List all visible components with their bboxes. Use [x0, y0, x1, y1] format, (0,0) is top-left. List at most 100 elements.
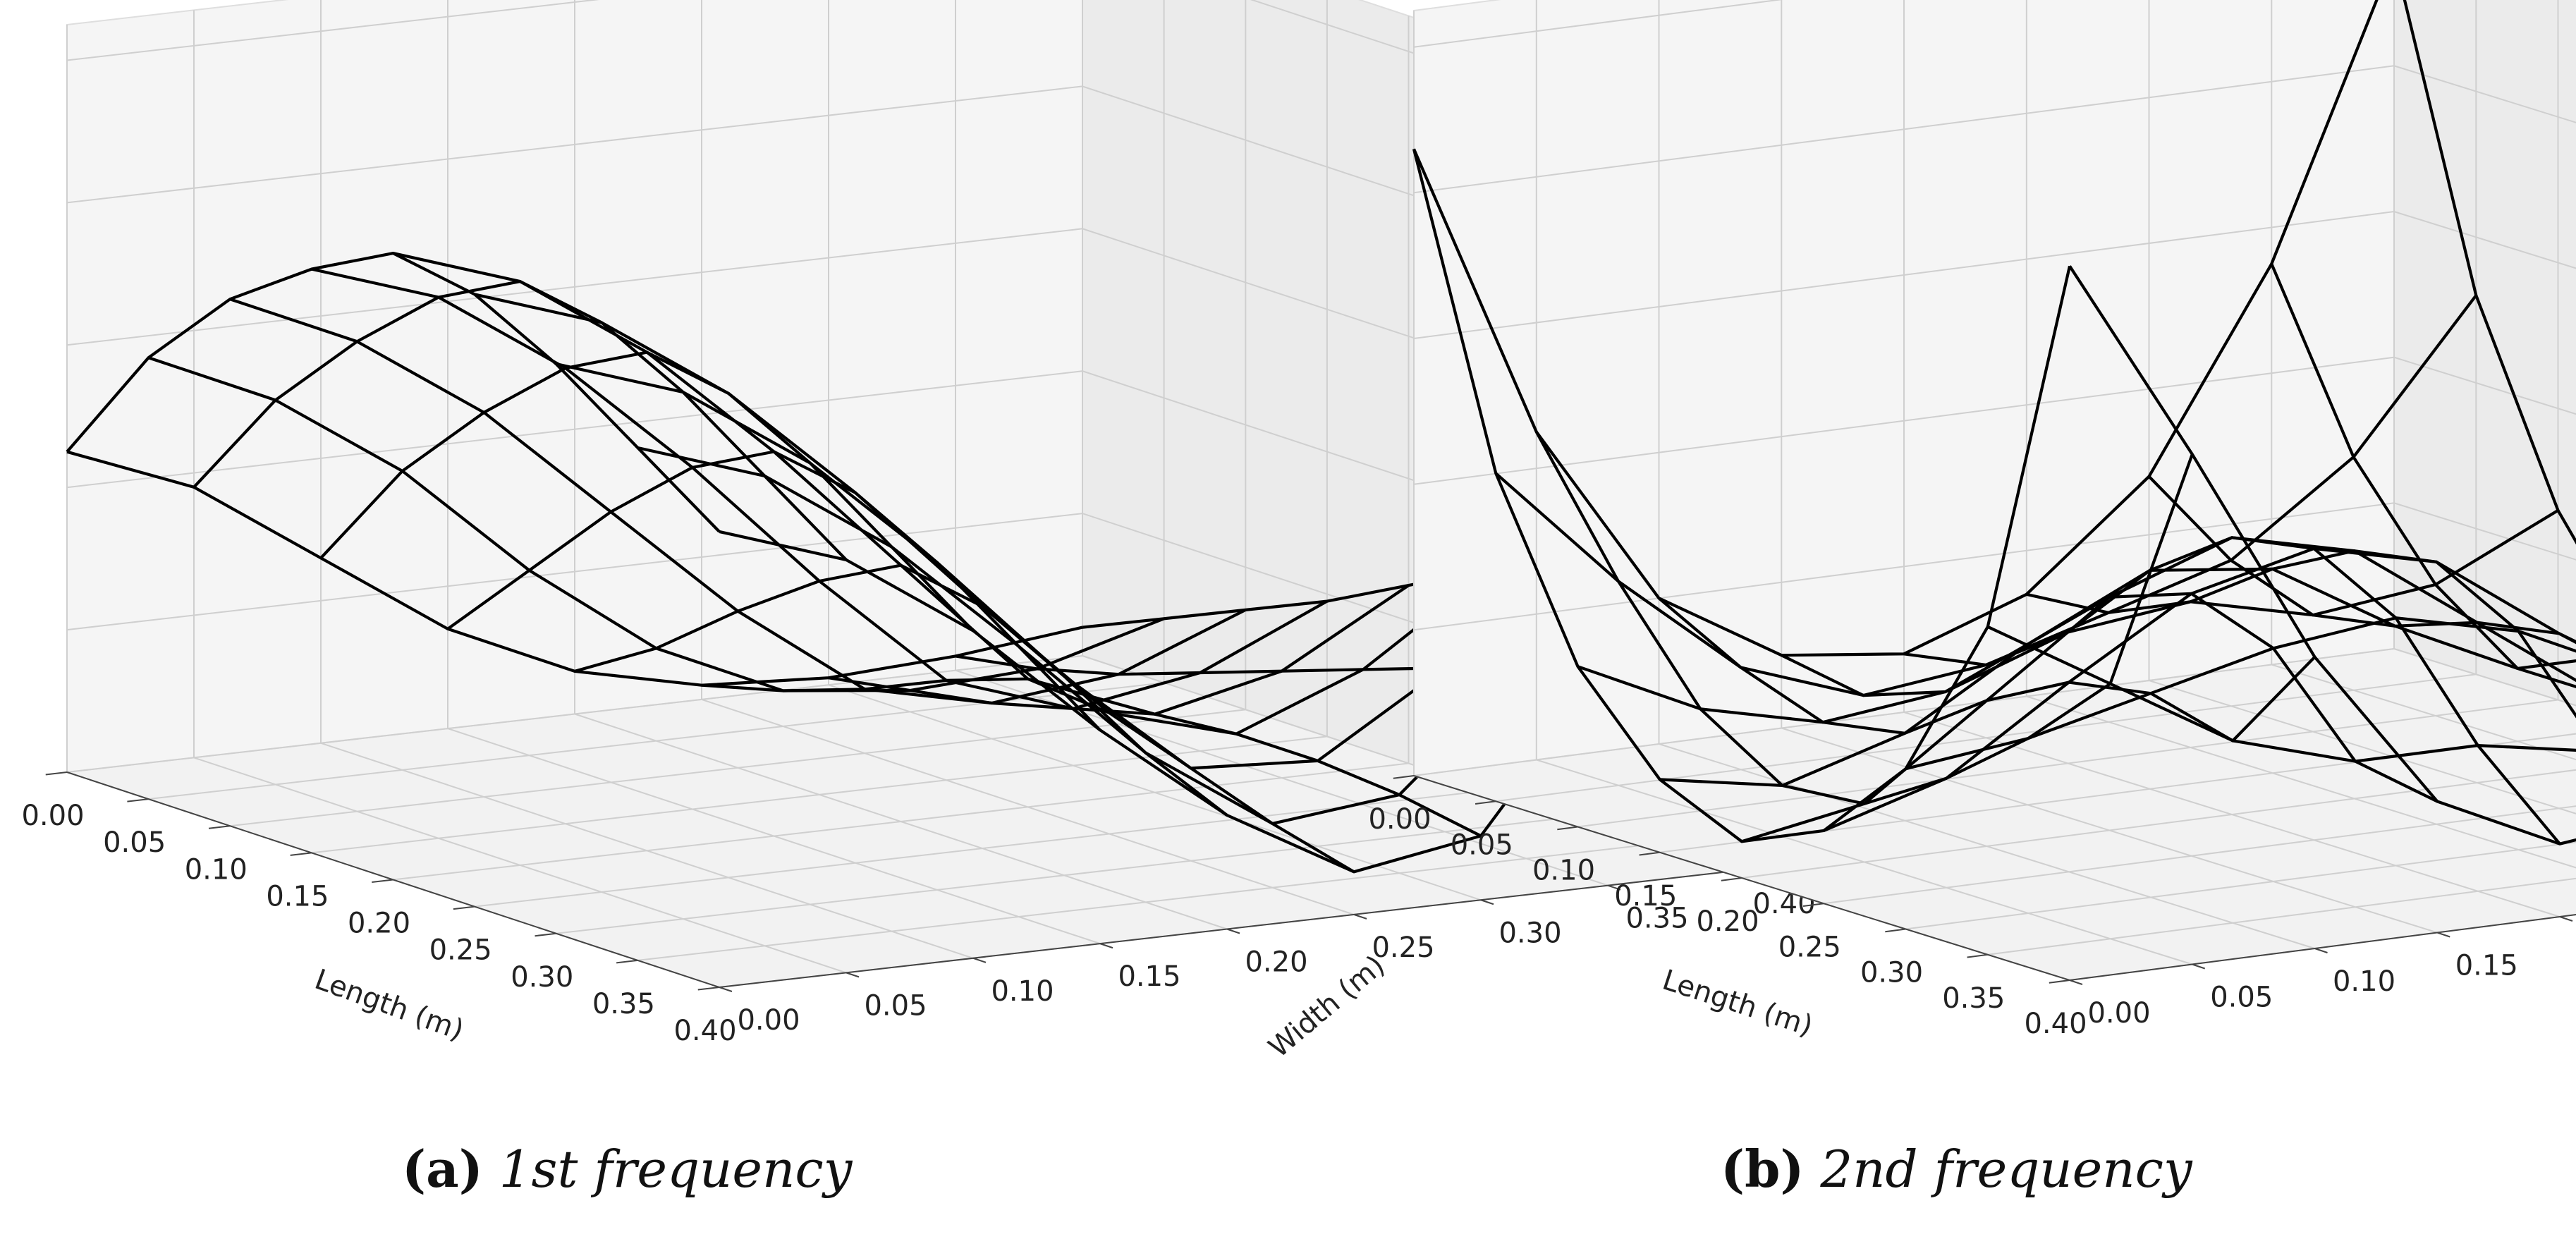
- x-tick-label: 0.40: [673, 1015, 736, 1047]
- x-tick-mark: [1557, 826, 1578, 831]
- y-tick-mark: [2314, 948, 2328, 953]
- x-tick-mark: [208, 825, 231, 829]
- y-tick-label: 0.00: [737, 1004, 800, 1037]
- gridline-y: [955, 0, 1609, 886]
- y-tick-mark: [719, 987, 733, 992]
- gridline-y: [1658, 0, 2315, 949]
- caption-a-title: 1st frequency: [499, 1140, 853, 1199]
- gridline-x: [1824, 805, 2576, 905]
- surface-wireframe: [66, 252, 1736, 874]
- x-tick-label: 0.35: [1942, 982, 2005, 1015]
- caption-panel-a: (a) 1st frequency: [402, 1139, 852, 1199]
- y-tick-mark: [2436, 932, 2450, 938]
- surface-line-col: [1412, 0, 2379, 657]
- y-tick-label: 0.05: [864, 989, 927, 1022]
- surface-line-col: [1741, 536, 2576, 843]
- x-tick-label: 0.05: [1451, 829, 1513, 861]
- gridline-y: [828, 0, 1482, 901]
- x-tick-mark: [1393, 775, 1415, 779]
- x-tick-label: 0.30: [1860, 957, 1923, 989]
- gridline-y: [574, 0, 1228, 930]
- gridline-y: [1903, 0, 2560, 917]
- y-tick-label: 0.20: [1245, 946, 1307, 979]
- gridline-x: [1987, 877, 2576, 956]
- caption-b-label: (b): [1721, 1139, 1805, 1199]
- y-tick-mark: [1099, 943, 1113, 949]
- gridline-y: [193, 10, 847, 974]
- gridline-x: [1741, 769, 2576, 879]
- surface-line-col: [2068, 265, 2576, 846]
- x-tick-mark: [697, 987, 720, 991]
- surface-line-col: [66, 450, 1083, 687]
- x-axis-label: Length (m): [310, 963, 468, 1047]
- y-tick-label: 0.00: [2087, 997, 2150, 1030]
- x-tick-mark: [1721, 877, 1742, 881]
- x-tick-mark: [1802, 903, 1824, 908]
- gridline-z: [1413, 65, 2576, 194]
- x-tick-label: 0.20: [348, 908, 410, 940]
- surface-plot-2nd-frequency: 0.000.050.100.150.200.250.300.350.40 0.00…: [1368, 0, 2576, 1043]
- surface-line-col: [1823, 547, 2576, 832]
- gridline-z: [1413, 356, 2576, 485]
- surface-line-row: [2270, 263, 2576, 689]
- x-tick-mark: [372, 879, 393, 883]
- x-tick-label: 0.05: [103, 826, 166, 859]
- y-tick-label: 0.10: [991, 975, 1054, 1008]
- x-tick-mark: [2049, 979, 2070, 984]
- x-tick-mark: [1475, 800, 1496, 805]
- x-tick-mark: [535, 932, 556, 937]
- surface-line-col: [474, 293, 1491, 736]
- x-tick-label: 0.10: [185, 853, 248, 886]
- y-tick-mark: [2069, 979, 2083, 985]
- y-tick-mark: [972, 957, 987, 963]
- gridline-y: [320, 0, 974, 959]
- gridline-y: [2271, 0, 2576, 761]
- x-tick-label: 0.00: [1368, 803, 1431, 836]
- gridline-y: [447, 0, 1101, 945]
- y-tick-label: 0.25: [1372, 932, 1434, 964]
- x-tick-mark: [290, 852, 312, 856]
- gridline-x: [1659, 733, 2576, 853]
- gridline-y: [701, 0, 1355, 915]
- x-tick-mark: [1967, 953, 1988, 958]
- surface-line-col: [1986, 625, 2576, 763]
- surface-line-col: [393, 252, 1410, 716]
- caption-a-label: (a): [402, 1139, 483, 1199]
- gridline-z: [1413, 210, 2576, 339]
- gridline-y: [2025, 0, 2576, 869]
- x-axis-label: Length (m): [1659, 964, 1817, 1043]
- caption-b-title: 2nd frequency: [1820, 1140, 2192, 1199]
- surface-line-col: [1905, 616, 2576, 771]
- surface-line-col: [1494, 294, 2477, 697]
- surface-wireframe: [1412, 0, 2576, 846]
- gridline-y: [1535, 0, 2193, 965]
- surface-line-col: [1659, 567, 2576, 788]
- gridline-z: [1413, 0, 1783, 48]
- x-tick-label: 0.35: [592, 988, 655, 1020]
- gridline-x: [1905, 841, 2576, 930]
- surface-line-col: [311, 267, 1328, 711]
- y-tick-mark: [2192, 963, 2206, 970]
- y-tick-label: 0.15: [1118, 960, 1180, 993]
- y-tick-mark: [2559, 916, 2573, 922]
- x-tick-label: 0.25: [429, 934, 492, 967]
- x-tick-mark: [1639, 851, 1660, 856]
- y-tick-label: 0.35: [1625, 903, 1688, 935]
- gridline-y: [1781, 0, 2438, 934]
- x-tick-mark: [453, 905, 475, 910]
- y-tick-mark: [1226, 928, 1240, 934]
- surface-line-col: [556, 362, 1573, 770]
- x-tick-mark: [616, 959, 638, 964]
- y-tick-mark: [1353, 913, 1367, 920]
- y-tick-mark: [846, 972, 860, 978]
- y-tick-label: 0.15: [2455, 950, 2518, 982]
- caption-panel-b: (b) 2nd frequency: [1721, 1139, 2192, 1199]
- x-tick-mark: [45, 771, 68, 776]
- x-tick-label: 0.15: [266, 880, 329, 913]
- gridline-y: [2148, 0, 2576, 814]
- x-tick-mark: [1885, 928, 1906, 933]
- x-tick-label: 0.15: [1614, 880, 1677, 913]
- y-tick-label: 0.10: [2333, 965, 2395, 998]
- x-tick-mark: [127, 798, 149, 802]
